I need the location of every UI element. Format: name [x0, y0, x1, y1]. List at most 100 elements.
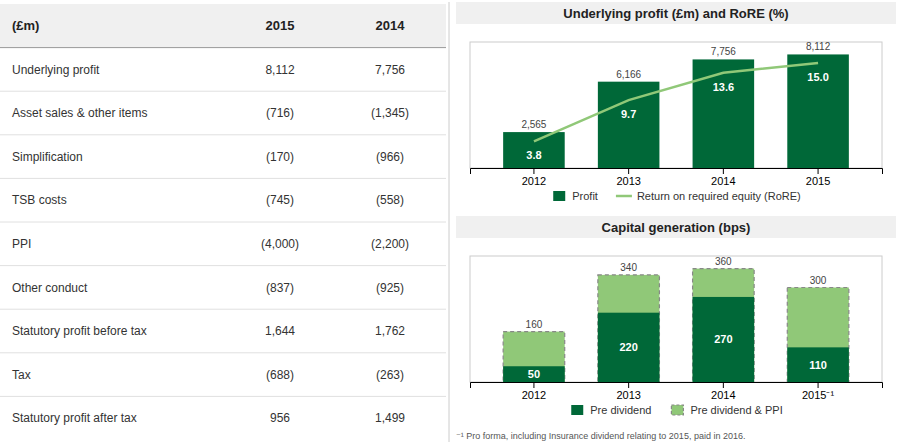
table-rule: [0, 47, 446, 48]
legend-label: Profit: [572, 190, 598, 202]
page: (£m)20152014Underlying profit8,1127,756A…: [0, 0, 901, 444]
table-cell: Other conduct: [12, 281, 88, 295]
bar: [503, 132, 565, 168]
data-label: 270: [714, 333, 732, 345]
x-tick-mark: [533, 168, 534, 174]
plot-frame: [470, 256, 882, 382]
bar: [598, 313, 660, 382]
table-header: (£m): [12, 18, 39, 33]
legend-swatch: [616, 195, 632, 198]
legend-item: Return on required equity (RoRE): [616, 190, 801, 202]
table-cell: (1,345): [371, 106, 409, 120]
data-labels: 50 220 270 110 160 340 360 300: [526, 256, 827, 380]
bar: [693, 59, 755, 168]
legend-item: Pre dividend & PPI: [671, 404, 782, 416]
x-tick: 2012: [522, 382, 546, 401]
bar: [787, 54, 849, 168]
line: [534, 63, 818, 141]
plot-frame: [470, 42, 882, 168]
marks: [503, 269, 849, 382]
bar: [503, 366, 565, 382]
x-axis: 2012 2013 2014 2015⁻¹: [471, 382, 883, 401]
data-label: 15.0: [807, 71, 828, 83]
table-cell: 8,112: [265, 63, 294, 77]
table: (£m)20152014Underlying profit8,1127,756A…: [0, 2, 449, 442]
table-cell: 956: [270, 411, 290, 425]
table-rule: [0, 222, 446, 223]
table-cell: (263): [376, 368, 404, 382]
table-cell: (2,200): [371, 237, 409, 251]
table-cell: 7,756: [375, 63, 405, 77]
marks: [503, 54, 849, 168]
chart-panel: Underlying profit (£m) and RoRE (%) 2,565…: [456, 2, 896, 202]
x-tick-mark: [628, 382, 629, 388]
x-axis: 2012 2013 2014 2015: [471, 168, 883, 187]
x-tick-label: 2012: [522, 175, 546, 187]
x-tick-mark: [723, 168, 724, 174]
legend-label: Return on required equity (RoRE): [637, 190, 801, 202]
table-header: 2015: [266, 18, 295, 33]
table-cell: (925): [376, 281, 404, 295]
data-label: 2,565: [521, 119, 546, 130]
data-label: 360: [715, 256, 732, 267]
x-tick-label: 2014: [711, 175, 735, 187]
data-label: 13.6: [713, 81, 734, 93]
table-cell: (688): [266, 368, 294, 382]
data-label: 340: [620, 262, 637, 273]
table-divider: [449, 2, 450, 442]
x-tick: 2015: [806, 168, 830, 187]
data-label: 300: [810, 275, 827, 286]
table-rule: [0, 91, 446, 92]
x-tick: 2013: [616, 382, 640, 401]
table-header-bg: [0, 4, 446, 48]
table-cell: 1,762: [375, 324, 405, 338]
footnote: ⁻¹ Pro forma, including Insurance divide…: [456, 431, 745, 441]
table-cell: (837): [266, 281, 294, 295]
table-rule: [0, 352, 446, 353]
table-cell: Statutory profit after tax: [12, 411, 137, 425]
table-cell: Asset sales & other items: [12, 106, 147, 120]
x-tick: 2012: [522, 168, 546, 187]
table-cell: (716): [266, 106, 294, 120]
table-cell: Statutory profit before tax: [12, 324, 147, 338]
data-labels: 2,5656,1667,7568,1123.89.713.615.0: [521, 41, 830, 161]
table-rule: [0, 396, 446, 397]
x-tick: 2014: [711, 382, 735, 401]
data-label: 3.8: [526, 149, 541, 161]
table-cell: (4,000): [261, 237, 299, 251]
legend-item: Profit: [553, 190, 598, 202]
x-tick-label: 2015: [806, 175, 830, 187]
table-cell: (558): [376, 193, 404, 207]
data-label: 50: [528, 368, 540, 380]
x-tick-label: 2013: [616, 389, 640, 401]
data-label: 160: [526, 319, 543, 330]
data-label: 7,756: [711, 46, 736, 57]
x-tick: 2014: [711, 168, 735, 187]
title-bg: [456, 2, 896, 24]
legend-label: Pre dividend & PPI: [690, 404, 782, 416]
x-tick-label: 2013: [616, 175, 640, 187]
x-tick-mark: [628, 168, 629, 174]
bar: [503, 332, 565, 382]
legend-swatch: [671, 405, 683, 415]
title-bg: [456, 216, 896, 238]
data-label: 9.7: [621, 108, 636, 120]
x-tick-label: 2015⁻¹: [802, 389, 834, 401]
x-tick-mark: [818, 168, 819, 174]
x-axis-domain: [471, 169, 883, 175]
data-label: 110: [809, 359, 827, 371]
x-tick-label: 2012: [522, 389, 546, 401]
x-tick-mark: [818, 382, 819, 388]
table-rule: [0, 265, 446, 266]
chart-title: Underlying profit (£m) and RoRE (%): [563, 6, 788, 21]
data-label: 220: [619, 341, 637, 353]
x-tick: 2015⁻¹: [802, 382, 834, 401]
table-rule: [0, 134, 446, 135]
legend-label: Pre dividend: [590, 404, 651, 416]
legend: Pre dividend Pre dividend & PPI: [571, 404, 783, 416]
bar: [598, 275, 660, 382]
x-tick: 2013: [616, 168, 640, 187]
legend-item: Pre dividend: [571, 404, 651, 416]
table-rule: [0, 309, 446, 310]
chart-title: Capital generation (bps): [602, 220, 751, 235]
